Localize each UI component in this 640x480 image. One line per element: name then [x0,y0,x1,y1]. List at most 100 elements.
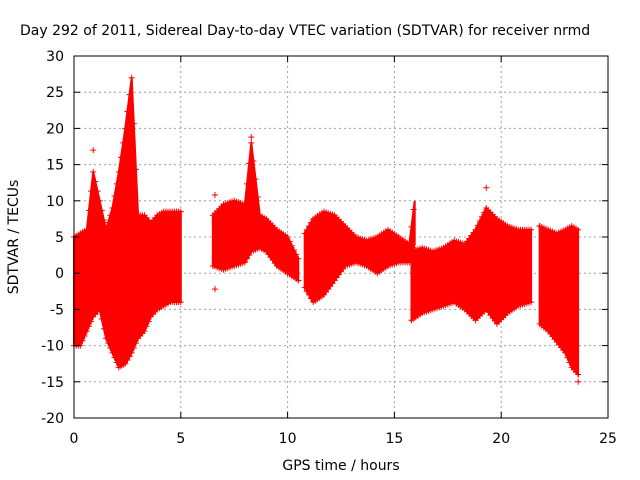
sdtvar-point [98,316,105,323]
sdtvar-point [244,255,251,262]
sdtvar-point [246,252,253,259]
sdtvar-point [575,371,582,378]
sdtvar-point [126,353,133,360]
sdtvar-point [96,197,103,204]
sdtvar-point [286,238,293,245]
sdtvar-point [308,295,315,302]
y-tick-label: -10 [41,339,64,355]
sdtvar-point [145,318,152,325]
sdtvar-point [100,325,107,332]
sdtvar-point [81,332,88,339]
sdtvar-point [143,323,150,330]
sdtvar-point [115,168,122,175]
outlier-point [575,378,582,385]
sdtvar-point [107,212,114,219]
sdtvar-point [124,108,131,115]
sdtvar-point [295,277,302,284]
sdtvar-point [94,188,101,195]
y-axis-label: SDTVAR / TECUs [6,180,22,295]
sdtvar-point [575,226,582,233]
sdtvar-band [410,206,533,326]
sdtvar-point [241,201,248,208]
sdtvar-point [92,178,99,185]
sdtvar-band [303,200,416,304]
sdtvar-point [113,180,120,187]
sdtvar-point [130,120,137,127]
sdtvar-point [472,226,479,233]
y-tick-label: 15 [46,158,64,174]
sdtvar-point [79,337,86,344]
x-tick-label: 25 [599,431,617,447]
x-tick-label: 10 [279,431,297,447]
chart-title: Day 292 of 2011, Sidereal Day-to-day VTE… [20,23,590,39]
sdtvar-point [120,139,127,146]
sdtvar-point [88,188,95,195]
sdtvar-point [103,226,110,233]
sdtvar-point [478,213,485,220]
sdtvar-point [284,234,291,240]
sdtvar-point [128,74,135,81]
sdtvar-point [244,180,251,187]
sdtvar-point [117,154,124,161]
outlier-point [211,286,218,293]
sdtvar-point [291,247,298,254]
sdtvar-point [476,218,483,225]
sdtvar-point [141,328,148,335]
sdtvar-point [85,207,92,214]
sdtvar-point [83,226,90,233]
sdtvar-point [248,139,255,146]
data-layer [71,74,582,385]
sdtvar-point [113,359,120,366]
sdtvar-point [98,207,105,214]
sdtvar-point [83,328,90,335]
y-tick-label: -15 [41,375,64,391]
x-tick-label: 20 [492,431,510,447]
y-tick-label: 10 [46,194,64,210]
sdtvar-point [408,223,415,230]
x-tick-label: 5 [176,431,185,447]
sdtvar-point [96,306,103,313]
y-tick-label: 5 [55,230,64,246]
sdtvar-point [109,349,116,356]
sdtvar-point [105,219,112,226]
sdtvar-point [126,91,133,98]
sdtvar-point [288,242,295,249]
sdtvar-point [566,359,573,366]
y-tick-label: -5 [50,302,64,318]
sdtvar-point [406,259,413,266]
sdtvar-point [122,360,129,367]
sdtvar-point [303,226,310,233]
sdtvar-point [85,323,92,330]
sdtvar-point [564,354,571,361]
sdtvar-point [107,345,114,352]
outlier-point [248,134,255,141]
outlier-point [211,192,218,199]
sdtvar-point [305,223,312,230]
sdtvar-point [128,349,135,356]
sdtvar-point [103,335,110,342]
sdtvar-band [73,77,182,369]
sdtvar-band [538,224,580,378]
sdtvar-point [111,354,118,361]
outlier-point [536,223,543,230]
sdtvar-point [100,217,107,224]
sdtvar-point [293,251,300,258]
sdtvar-point [246,160,253,167]
sdtvar-point [301,284,308,291]
y-tick-label: -20 [41,411,64,427]
sdtvar-point [303,288,310,295]
sdtvar-point [250,157,257,164]
sdtvar-point [562,349,569,356]
sdtvar-point [109,205,116,212]
sdtvar-point [252,176,259,183]
outlier-point [90,147,97,154]
x-tick-label: 0 [70,431,79,447]
sdtvar-point [301,230,308,237]
sdtvar-point [177,299,184,306]
sdtvar-point [410,206,417,213]
sdtvar-point [132,166,139,173]
x-axis-label: GPS time / hours [282,458,399,474]
sdtvar-point [308,219,315,226]
y-tick-label: 30 [46,49,64,65]
